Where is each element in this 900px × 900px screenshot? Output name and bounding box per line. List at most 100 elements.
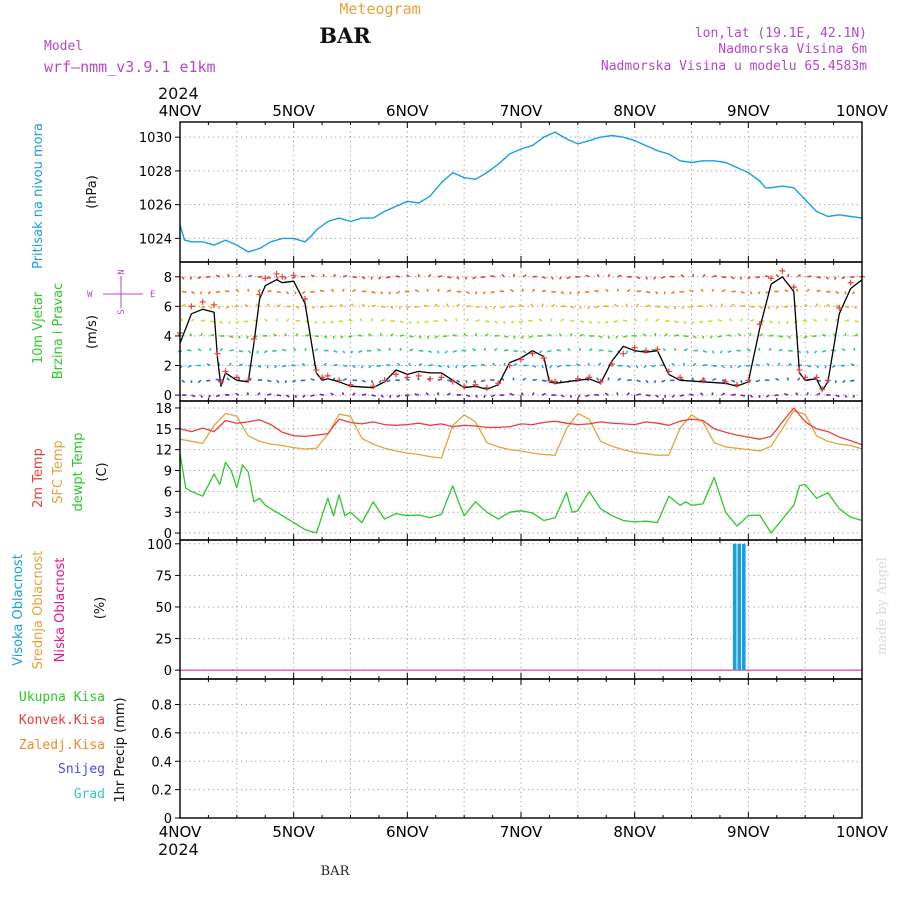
wind-barb xyxy=(267,379,272,383)
wind-barb xyxy=(683,348,688,352)
gust-marker xyxy=(262,275,269,282)
gust-marker xyxy=(796,366,803,373)
wind-barb xyxy=(503,348,509,352)
wind-barb xyxy=(604,392,609,396)
wind-barb xyxy=(482,291,486,295)
wind-barb xyxy=(636,393,642,396)
wind-barb xyxy=(541,365,545,369)
wind-barb xyxy=(452,349,457,353)
gust-marker xyxy=(483,384,490,391)
gust-marker xyxy=(404,374,411,381)
wind-barb xyxy=(584,290,590,294)
wind-barb xyxy=(351,392,356,396)
wind-barb xyxy=(604,320,609,324)
wind-barb xyxy=(740,318,743,322)
wind-barb xyxy=(322,320,325,325)
wind-barb xyxy=(276,290,282,294)
wind-barb xyxy=(719,350,723,354)
wind-barb xyxy=(835,290,840,295)
wind-barb xyxy=(361,276,366,280)
x-tick-label-bottom: 8NOV xyxy=(613,823,656,841)
wind-barb xyxy=(414,305,419,308)
wind-barb xyxy=(585,394,590,398)
wind-barb xyxy=(750,318,755,322)
y-tick-label: 25 xyxy=(155,633,172,648)
wind-barb xyxy=(406,305,410,310)
wind-barb xyxy=(217,306,221,310)
wind-barb xyxy=(304,347,307,351)
wind-barb xyxy=(661,379,666,383)
wind-panel: 0 2 4 6 8 xyxy=(164,261,865,404)
wind-barb xyxy=(484,305,488,310)
temperature-panel: 0 3 6 9 12 15 18 xyxy=(155,400,863,542)
wind-barb xyxy=(528,335,533,339)
model-name: wrf—nmm_v3.9.1 e1km xyxy=(44,58,216,76)
y-tick-label: 12 xyxy=(155,444,172,459)
wind-barb xyxy=(368,364,372,369)
wind-barb xyxy=(219,347,224,352)
wind-barb xyxy=(370,379,374,384)
wind-barb xyxy=(747,276,751,280)
wind-barb xyxy=(463,333,467,337)
gust-marker xyxy=(546,377,553,384)
gust-marker xyxy=(586,374,593,381)
gust-marker xyxy=(392,371,399,378)
wind-barb xyxy=(273,333,278,337)
wind-barb xyxy=(585,274,590,278)
y-tick-label: 0.6 xyxy=(151,727,172,742)
wind-barb xyxy=(546,349,552,353)
wind-barb xyxy=(824,318,827,322)
wind-barb xyxy=(186,349,192,352)
wind-barb xyxy=(577,394,581,399)
wind-barb xyxy=(359,318,363,322)
wind-barb xyxy=(596,377,600,381)
wind-barb xyxy=(626,364,631,369)
gust-marker xyxy=(506,362,513,369)
wind-barb xyxy=(671,394,676,398)
wind-barb xyxy=(414,393,420,396)
wind-barb xyxy=(851,291,856,295)
wind-barb xyxy=(850,379,855,382)
wind-barb xyxy=(702,363,708,367)
wind-barb xyxy=(569,394,573,398)
x-tick-label-bottom: 6NOV xyxy=(386,823,429,841)
wind-barb xyxy=(598,349,604,352)
wind-barb xyxy=(766,362,770,367)
gust-marker xyxy=(245,377,252,384)
wind-barb xyxy=(797,377,801,381)
wind-barb xyxy=(480,379,486,383)
wind-barb xyxy=(295,333,299,337)
wind-barb xyxy=(263,350,268,354)
wind-barb xyxy=(323,335,328,339)
wind-barb xyxy=(424,320,429,324)
wind-barb xyxy=(645,290,651,294)
wind-barb xyxy=(825,276,829,280)
temp-unit-label: (C) xyxy=(95,462,110,481)
gust-marker xyxy=(745,377,752,384)
wind-barb xyxy=(200,305,206,309)
y-tick-label: 0.8 xyxy=(151,699,172,714)
wind-barb xyxy=(396,362,401,367)
x-tick-label-bottom: 9NOV xyxy=(727,823,770,841)
wind-barb xyxy=(434,335,439,339)
wind-barb xyxy=(518,320,524,323)
wind-barb xyxy=(191,394,196,398)
wind-barb xyxy=(206,363,211,367)
wind-barb xyxy=(527,319,533,322)
wind-barb xyxy=(409,335,414,338)
gust-marker xyxy=(495,380,502,387)
cloud-bar xyxy=(732,543,737,671)
wind-barb xyxy=(844,305,850,309)
gust-marker xyxy=(574,375,581,382)
wind-barb xyxy=(255,303,259,307)
wind-barb xyxy=(225,305,230,309)
wind-barb xyxy=(423,304,429,308)
wind-barb xyxy=(825,303,830,308)
y-tick-label: 75 xyxy=(155,569,172,584)
wind-barb xyxy=(267,290,272,293)
wind-barb xyxy=(731,393,736,396)
wind-barb xyxy=(408,320,412,325)
wind-barb xyxy=(757,347,761,352)
wind-barb xyxy=(518,304,524,308)
wind-barb xyxy=(513,349,519,353)
